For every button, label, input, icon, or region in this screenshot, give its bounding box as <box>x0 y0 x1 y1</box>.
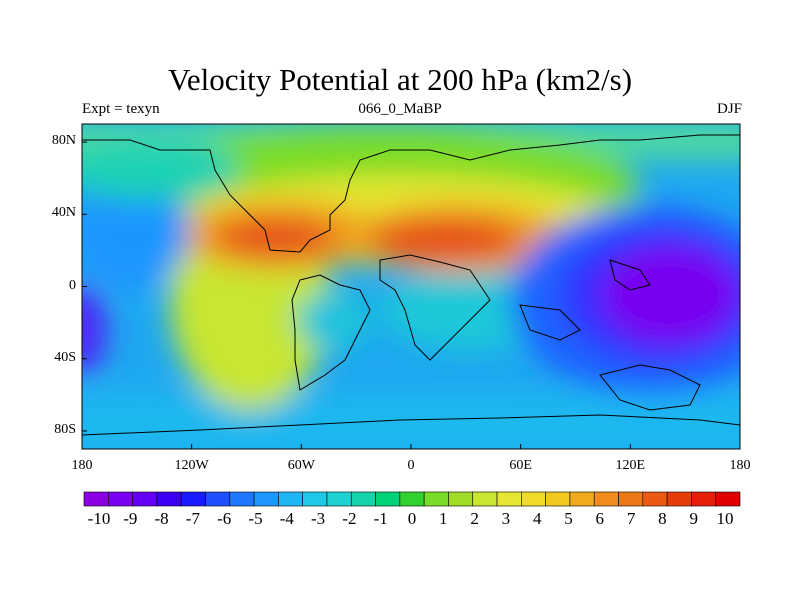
colorbar-tick-label: -6 <box>217 509 232 528</box>
lon-tick-label: 120E <box>615 458 646 473</box>
colorbar-swatch <box>132 491 158 507</box>
lat-tick-label: 0 <box>69 277 76 293</box>
colorbar-swatch <box>156 491 182 507</box>
lon-tick-label: 0 <box>407 458 415 473</box>
colorbar-swatch <box>691 491 717 507</box>
lon-tick-label: 60W <box>287 458 315 473</box>
colorbar-tick-label: -5 <box>248 509 263 528</box>
colorbar-swatch <box>302 491 328 507</box>
colorbar-tick-label: 4 <box>532 509 542 528</box>
colorbar-tick-label: -8 <box>154 509 169 528</box>
colorbar <box>83 491 741 507</box>
axis-ticks <box>81 141 741 449</box>
case-label: 066_0_MaBP <box>358 101 442 117</box>
colorbar-swatch <box>205 491 231 507</box>
plot-title: Velocity Potential at 200 hPa (km2/s) <box>167 62 633 97</box>
colorbar-swatch <box>229 491 255 507</box>
contour-field <box>82 124 740 449</box>
colorbar-swatch <box>278 491 303 507</box>
colorbar-tick-label: 5 <box>564 509 573 528</box>
colorbar-swatch <box>253 491 279 507</box>
coastlines <box>82 134 740 436</box>
colorbar-swatch <box>326 491 352 507</box>
lon-tick-label: 180 <box>71 458 93 473</box>
lat-tick-label: 80S <box>54 421 76 437</box>
colorbar-tick-label: -2 <box>342 509 357 528</box>
colorbar-swatch <box>618 491 644 507</box>
colorbar-tick-label: -10 <box>87 509 111 528</box>
colorbar-tick-label: -1 <box>373 509 388 528</box>
lat-tick-label: 40N <box>51 205 76 221</box>
lat-tick-label: 80N <box>51 133 76 149</box>
colorbar-tick-label: 0 <box>407 509 417 528</box>
colorbar-swatch <box>642 491 668 507</box>
lon-tick-label: 120W <box>174 458 209 473</box>
colorbar-tick-label: 10 <box>716 509 734 528</box>
colorbar-swatch <box>472 491 498 507</box>
colorbar-tick-label: 3 <box>501 509 511 528</box>
colorbar-swatch <box>545 491 571 507</box>
colorbar-swatch <box>180 491 206 507</box>
colorbar-swatch <box>107 491 133 507</box>
colorbar-swatch <box>715 491 741 507</box>
colorbar-swatch <box>350 491 376 507</box>
colorbar-tick-label: 1 <box>439 509 448 528</box>
colorbar-swatch <box>569 491 595 507</box>
colorbar-swatch <box>83 491 109 507</box>
colorbar-tick-label: -3 <box>311 509 326 528</box>
colorbar-tick-label: 6 <box>595 509 605 528</box>
colorbar-tick-label: -9 <box>123 509 138 528</box>
colorbar-tick-label: -7 <box>185 509 200 528</box>
colorbar-tick-label: 2 <box>470 509 479 528</box>
colorbar-swatch <box>399 491 425 507</box>
season-label: DJF <box>716 101 742 117</box>
experiment-label: Expt = texyn <box>82 101 160 117</box>
colorbar-swatch <box>423 491 449 507</box>
colorbar-swatch <box>593 491 619 507</box>
colorbar-swatch <box>496 491 522 507</box>
colorbar-tick-label: 7 <box>626 509 636 528</box>
lat-tick-label: 40S <box>54 349 76 365</box>
colorbar-tick-label: 8 <box>658 509 667 528</box>
colorbar-tick-label: 9 <box>689 509 698 528</box>
lon-tick-label: 180 <box>729 458 751 473</box>
colorbar-swatch <box>666 491 692 507</box>
lon-tick-label: 60E <box>509 458 532 473</box>
colorbar-swatch <box>375 491 401 507</box>
colorbar-swatch <box>448 491 474 507</box>
colorbar-tick-label: -4 <box>279 509 294 528</box>
colorbar-swatch <box>521 491 546 507</box>
